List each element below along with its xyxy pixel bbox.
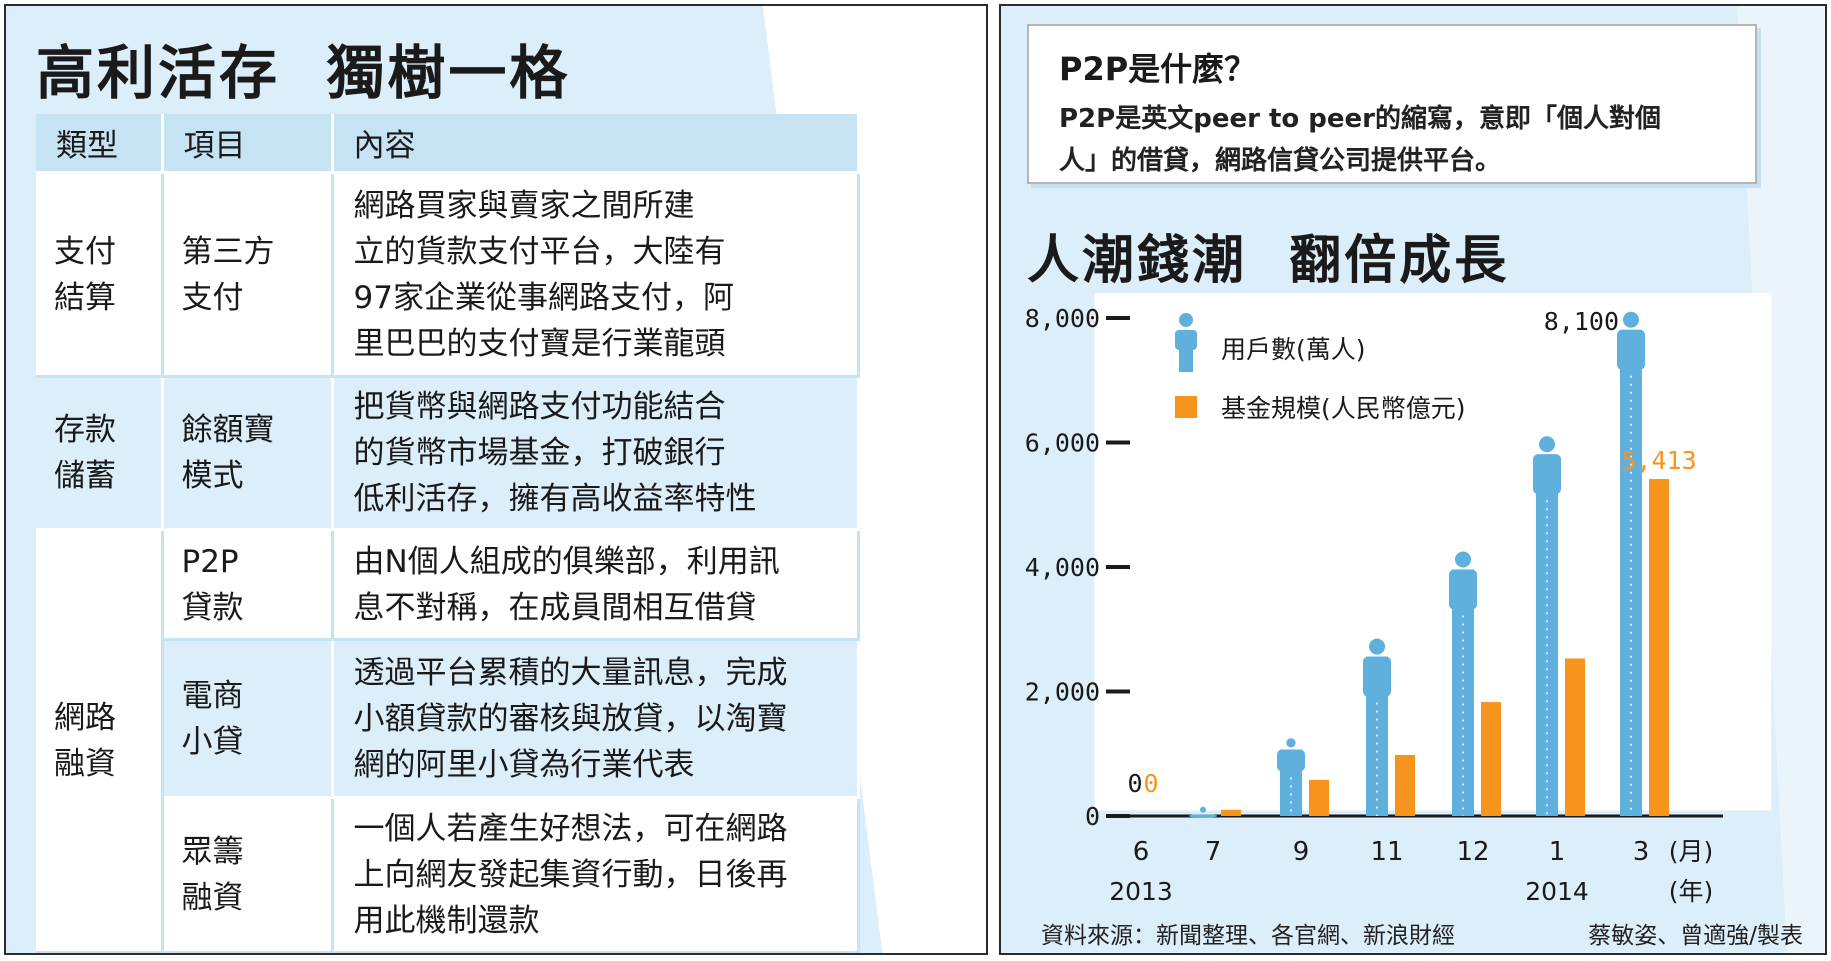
legend-person-legs: [1179, 330, 1193, 372]
x-year-label: 2013: [1109, 877, 1173, 906]
x-tick-label: 6: [1133, 837, 1150, 867]
person-bar-head: [1623, 311, 1639, 328]
legend-item-users: 用戶數(萬人): [1175, 313, 1366, 372]
row-type: 網路 融資: [36, 529, 164, 953]
x-tick-label: 1: [1549, 837, 1566, 867]
y-tick-label: 2,000: [1025, 678, 1100, 707]
credit-note: 蔡敏姿、曾適強/製表: [1588, 923, 1803, 949]
row-item: 餘額寶 模式: [162, 376, 334, 531]
bar-fund: [1565, 658, 1585, 816]
legend-item-fund: 基金規模(人民幣億元): [1175, 394, 1466, 423]
person-bar-head: [1369, 638, 1385, 655]
person-bar-users: [1533, 436, 1561, 816]
person-bar-users: [1277, 738, 1305, 816]
bar-fund: [1481, 702, 1501, 816]
row-content: 把貨幣與網路支付功能結合 的貨幣市場基金，打破銀行 低利活存，擁有高收益率特性: [332, 376, 860, 531]
row-item: 電商 小貸: [162, 639, 334, 799]
bar-chart: 用戶數(萬人) 基金規模(人民幣億元) 0 2,000 4,000 6,000 8,000…: [1025, 304, 1723, 906]
header-type: 類型: [36, 114, 164, 174]
x-tick-label: 9: [1293, 837, 1310, 867]
table-row: 存款 儲蓄 餘額寶 模式 把貨幣與網路支付功能結合 的貨幣市場基金，打破銀行 低…: [36, 376, 860, 531]
table-row: 網路 融資 P2P 貸款 由N個人組成的俱樂部，利用訊 息不對稱，在成員間相互借…: [36, 529, 860, 953]
chart-title: 人潮錢潮 翻倍成長: [1027, 231, 1510, 291]
person-bar-users: [1363, 638, 1391, 816]
p2p-info-box: P2P是什麼？ P2P是英文peer to peer的縮寫，意即「個人對個 人」…: [1027, 24, 1757, 184]
x-tick-label: 12: [1456, 837, 1489, 867]
legend-swatch-fund: [1175, 396, 1197, 418]
bar-fund: [1309, 779, 1329, 816]
person-bar-body: [1280, 749, 1302, 816]
person-bar-body: [1536, 454, 1558, 816]
comparison-table: 類型 項目 內容 支付 結算 第三方 支付 網路買家與賣家之間所建 立的貨款支付…: [36, 114, 860, 953]
bar-fund: [1395, 754, 1415, 816]
person-bar-users: [1449, 551, 1477, 816]
y-tick-label: 0: [1085, 802, 1100, 831]
x-unit-label: (月): [1669, 837, 1714, 866]
x-unit-label: (年): [1669, 877, 1714, 906]
table-row: 支付 結算 第三方 支付 網路買家與賣家之間所建 立的貨款支付平台，大陸有 97…: [36, 172, 860, 378]
row-content: 一個人若產生好想法，可在網路 上向網友發起集資行動，日後再 用此機制還款: [332, 797, 860, 953]
data-label: 0: [1143, 769, 1158, 798]
row-content: 網路買家與賣家之間所建 立的貨款支付平台，大陸有 97家企業從事網路支付，阿 里…: [332, 172, 860, 378]
person-bar-head: [1539, 436, 1555, 453]
legend-label-users: 用戶數(萬人): [1221, 335, 1366, 364]
person-bar-users: [1617, 311, 1645, 816]
person-bar-users: [1189, 806, 1217, 818]
bar-fund: [1649, 479, 1669, 816]
comparison-table-panel: 高利活存 獨樹一格 類型 項目 內容 支付 結算 第三方 支付 網路買家與賣家之…: [4, 4, 988, 955]
table-row: 眾籌 融資 一個人若產生好想法，可在網路 上向網友發起集資行動，日後再 用此機制…: [36, 797, 860, 953]
legend-label-fund: 基金規模(人民幣億元): [1221, 394, 1466, 423]
table-title: 高利活存 獨樹一格: [36, 39, 571, 107]
person-bar-body: [1452, 569, 1474, 816]
bar-fund: [1221, 809, 1241, 816]
y-tick-label: 6,000: [1025, 429, 1100, 458]
person-bar-head: [1200, 806, 1206, 813]
source-note: 資料來源：新聞整理、各官網、新浪財經: [1041, 923, 1455, 949]
header-content: 內容: [332, 114, 860, 174]
chart-panel: P2P是什麼？ P2P是英文peer to peer的縮寫，意即「個人對個 人」…: [999, 4, 1827, 955]
data-label: 5,413: [1621, 446, 1696, 475]
row-type: 存款 儲蓄: [36, 376, 164, 531]
row-item: 第三方 支付: [162, 172, 334, 378]
row-item: P2P 貸款: [162, 529, 334, 641]
x-tick-label: 7: [1205, 837, 1222, 867]
row-content: 透過平台累積的大量訊息，完成 小額貸款的審核與放貸，以淘寶 網的阿里小貸為行業代…: [332, 639, 860, 799]
data-label: 8,100: [1544, 307, 1619, 336]
header-item: 項目: [162, 114, 334, 174]
info-body: P2P是英文peer to peer的縮寫，意即「個人對個 人」的借貸，網路信貸…: [1059, 104, 1661, 176]
row-type: 支付 結算: [36, 172, 164, 378]
person-bar-head: [1455, 551, 1471, 568]
row-item: 眾籌 融資: [162, 797, 334, 953]
person-icon: [1179, 313, 1193, 327]
table-header-row: 類型 項目 內容: [36, 114, 860, 174]
table-row: 電商 小貸 透過平台累積的大量訊息，完成 小額貸款的審核與放貸，以淘寶 網的阿里…: [36, 639, 860, 799]
info-question: P2P是什麼？: [1059, 50, 1257, 88]
person-bar-body: [1620, 329, 1642, 816]
person-bar-head: [1286, 738, 1296, 748]
person-bar-body: [1192, 814, 1214, 817]
data-label: 0: [1127, 769, 1142, 798]
x-year-label: 2014: [1525, 877, 1589, 906]
x-tick-label: 11: [1370, 837, 1403, 867]
x-tick-label: 3: [1633, 837, 1650, 867]
row-content: 由N個人組成的俱樂部，利用訊 息不對稱，在成員間相互借貸: [332, 529, 860, 641]
y-tick-label: 4,000: [1025, 553, 1100, 582]
y-tick-label: 8,000: [1025, 304, 1100, 333]
